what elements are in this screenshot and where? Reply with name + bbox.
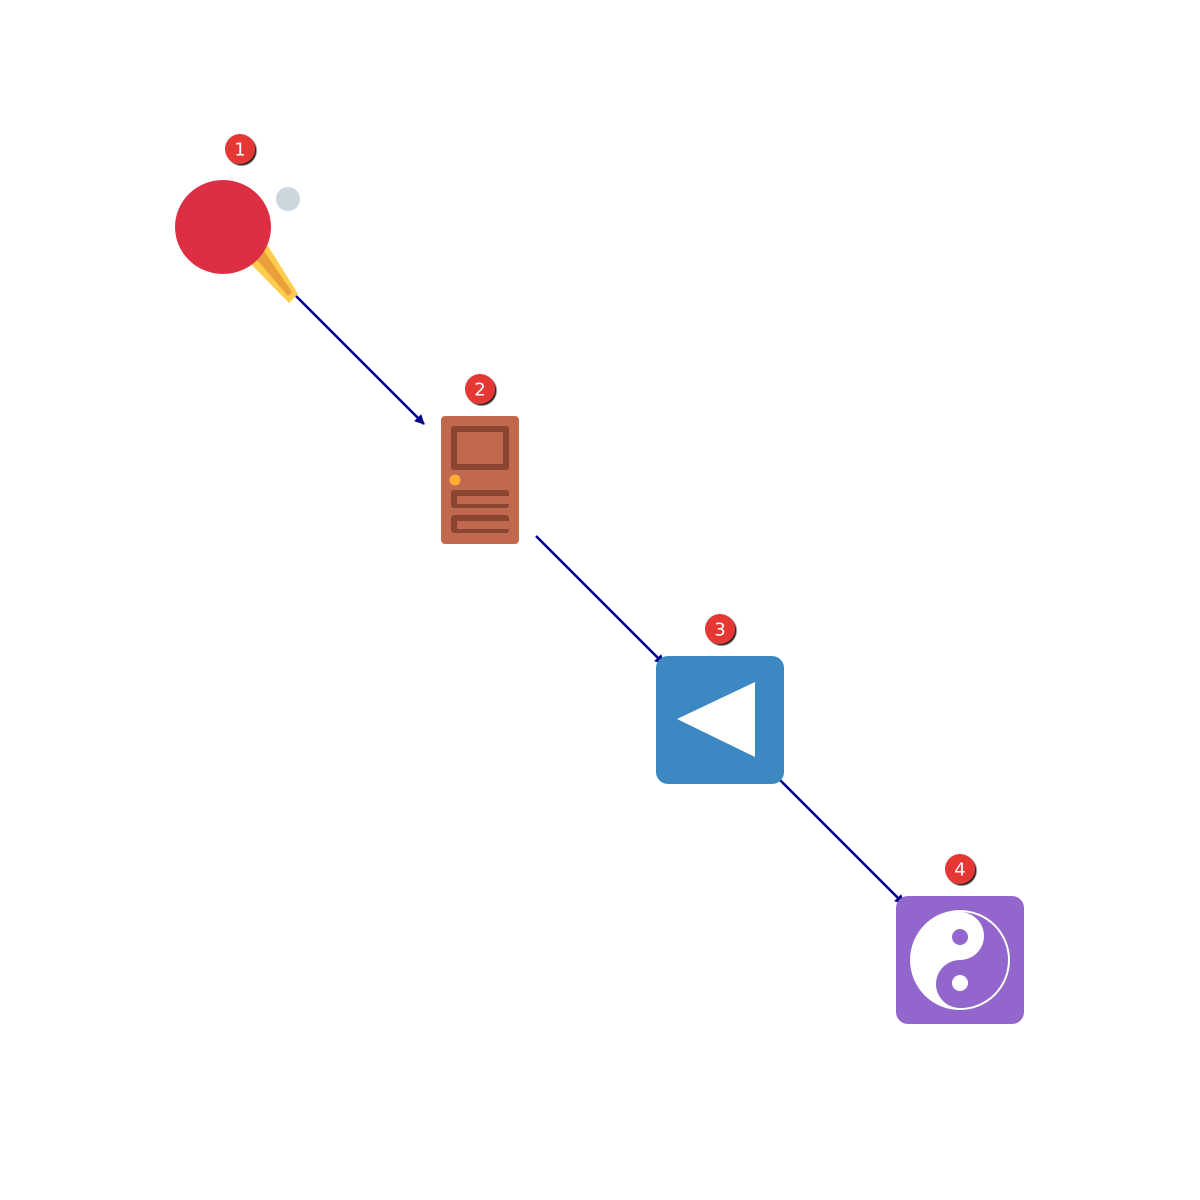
edge-2-to-3 [535, 535, 665, 665]
edge-3-to-4 [775, 775, 905, 905]
step-badge-2-label: 2 [474, 380, 485, 401]
step-badge-1: 1 [225, 134, 255, 164]
node-2: 2 [441, 374, 519, 544]
step-badge-1-label: 1 [234, 140, 245, 161]
node-3: 3 [656, 614, 784, 784]
step-badge-3: 3 [705, 614, 735, 644]
step-badge-3-label: 3 [714, 620, 725, 641]
node-4: 4 [896, 854, 1024, 1024]
door-icon [441, 416, 519, 544]
ping-pong-paddle-icon [175, 180, 300, 303]
step-badge-4-label: 4 [954, 860, 965, 881]
step-badge-2: 2 [465, 374, 495, 404]
node-1: 1 [175, 134, 300, 303]
reverse-button-icon [656, 656, 784, 784]
yin-yang-icon [896, 896, 1024, 1024]
edge-1-to-2 [295, 295, 425, 425]
step-badge-4: 4 [945, 854, 975, 884]
